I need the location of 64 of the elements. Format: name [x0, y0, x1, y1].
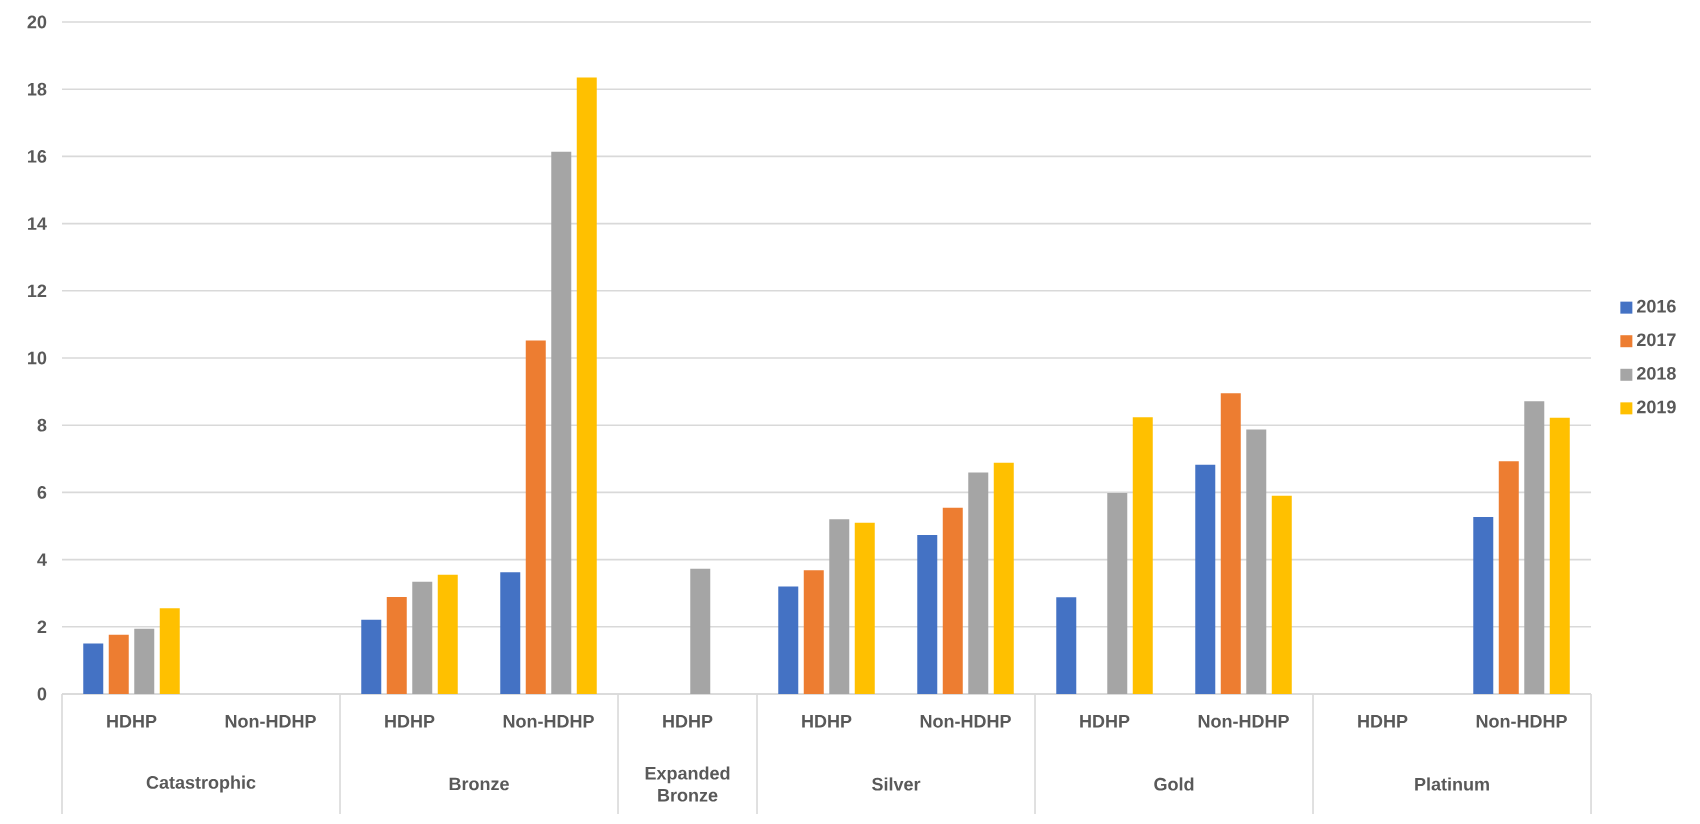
- x-tick-label: HDHP: [663, 715, 713, 728]
- y-tick-label: 6: [37, 486, 47, 499]
- bar: [1524, 401, 1545, 694]
- bar: [1549, 417, 1570, 694]
- bar: [361, 619, 382, 694]
- legend-label: 2016: [1636, 299, 1676, 313]
- y-tick-label: 8: [37, 418, 47, 432]
- y-tick-label: 2: [37, 620, 47, 634]
- text: Silver: [872, 777, 921, 791]
- bar: [690, 568, 711, 694]
- y-tick-label: 0: [37, 687, 47, 701]
- text: Catastrophic: [146, 775, 256, 793]
- x-tick-label: Non-HDHP: [920, 715, 1011, 728]
- bar: [1220, 393, 1241, 694]
- bar: [917, 535, 938, 694]
- x-tick-label: Non-HDHP: [1476, 715, 1567, 728]
- x-tick-label: Non-HDHP: [503, 715, 594, 728]
- text: Platinum: [1415, 777, 1489, 791]
- bar: [134, 628, 155, 694]
- text: Bronze: [449, 777, 509, 791]
- bar: [159, 608, 180, 694]
- x-tick-label: Non-HDHP: [225, 715, 316, 728]
- legend-label: 2017: [1636, 333, 1676, 347]
- bar: [1195, 464, 1216, 694]
- legend-label: 2018: [1636, 366, 1676, 380]
- bar: [1107, 493, 1128, 694]
- bar: [803, 570, 824, 694]
- bar: [778, 586, 799, 694]
- y-tick-label: 10: [28, 351, 47, 365]
- y-tick-label: 16: [28, 150, 47, 163]
- bar: [829, 519, 850, 694]
- bar: [1271, 495, 1292, 694]
- bar: [854, 522, 875, 694]
- x-tick-label: HDHP: [1080, 715, 1130, 728]
- bar: [576, 77, 597, 694]
- bar: [1246, 429, 1267, 694]
- legend-label: 2019: [1636, 400, 1676, 414]
- x-tick-label: HDHP: [802, 715, 852, 728]
- bar: [1056, 597, 1077, 694]
- x-tick-label: HDHP: [107, 715, 157, 728]
- bar: [412, 581, 433, 694]
- bar: [386, 596, 407, 694]
- bar: [500, 572, 521, 694]
- bar: [551, 151, 572, 694]
- x-tick-label: HDHP: [1358, 715, 1408, 728]
- bar: [942, 507, 963, 694]
- y-tick-label: 18: [28, 82, 47, 96]
- y-tick-label: 12: [28, 284, 47, 298]
- bar: [1498, 461, 1519, 694]
- y-tick-label: 4: [37, 553, 47, 566]
- bar: [108, 634, 129, 694]
- bar: [525, 340, 546, 694]
- y-tick-label: 20: [27, 15, 47, 29]
- bar: [968, 472, 989, 694]
- y-tick-label: 14: [28, 217, 47, 230]
- text: Gold: [1154, 777, 1194, 791]
- x-tick-label: HDHP: [385, 715, 435, 728]
- bar: [993, 462, 1014, 694]
- text: Expanded Bronze: [645, 766, 730, 802]
- x-tick-label: Non-HDHP: [1198, 715, 1289, 728]
- bar: [437, 574, 458, 694]
- bar: [83, 643, 104, 694]
- bar: [1473, 516, 1494, 694]
- bar: [1132, 417, 1153, 694]
